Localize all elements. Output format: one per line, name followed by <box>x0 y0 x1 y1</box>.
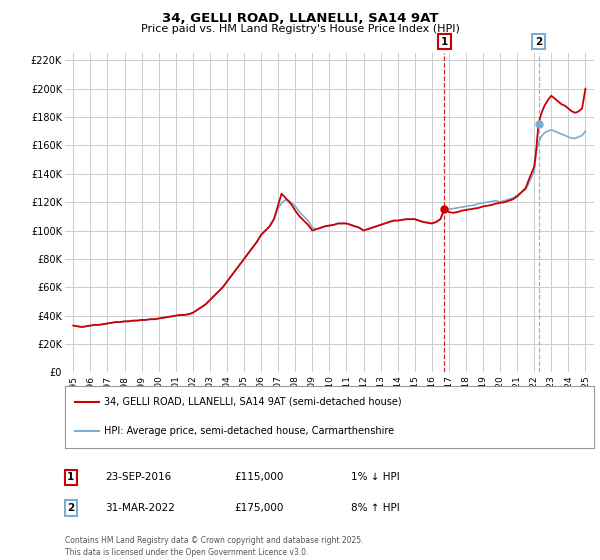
Text: 23-SEP-2016: 23-SEP-2016 <box>105 472 171 482</box>
Text: £175,000: £175,000 <box>234 503 283 513</box>
Text: £115,000: £115,000 <box>234 472 283 482</box>
Text: 8% ↑ HPI: 8% ↑ HPI <box>351 503 400 513</box>
Text: 34, GELLI ROAD, LLANELLI, SA14 9AT (semi-detached house): 34, GELLI ROAD, LLANELLI, SA14 9AT (semi… <box>104 397 402 407</box>
Text: 34, GELLI ROAD, LLANELLI, SA14 9AT: 34, GELLI ROAD, LLANELLI, SA14 9AT <box>162 12 438 25</box>
Text: 1% ↓ HPI: 1% ↓ HPI <box>351 472 400 482</box>
Text: 2: 2 <box>535 37 542 47</box>
Text: 31-MAR-2022: 31-MAR-2022 <box>105 503 175 513</box>
Text: Contains HM Land Registry data © Crown copyright and database right 2025.
This d: Contains HM Land Registry data © Crown c… <box>65 536 364 557</box>
Text: 2: 2 <box>67 503 74 513</box>
Text: HPI: Average price, semi-detached house, Carmarthenshire: HPI: Average price, semi-detached house,… <box>104 426 395 436</box>
Text: Price paid vs. HM Land Registry's House Price Index (HPI): Price paid vs. HM Land Registry's House … <box>140 24 460 34</box>
Text: 1: 1 <box>440 37 448 47</box>
Text: 1: 1 <box>67 472 74 482</box>
